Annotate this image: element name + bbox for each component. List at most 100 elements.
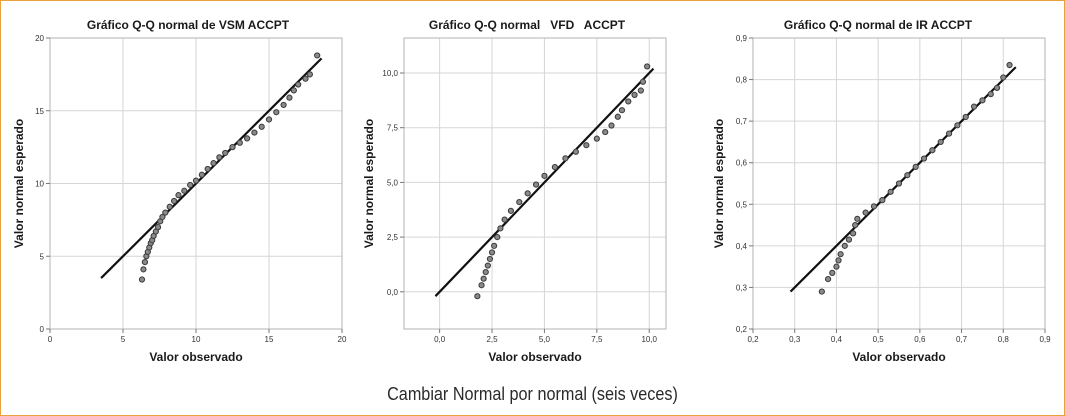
x-tick-label: 0,8: [998, 335, 1010, 344]
data-point: [644, 63, 651, 70]
x-tick-label: 0,9: [1039, 335, 1051, 344]
data-point: [625, 98, 632, 105]
data-point: [852, 221, 859, 229]
x-tick-label: 0: [48, 335, 53, 344]
y-tick-label: 15: [35, 107, 44, 116]
y-tick-label: 5: [40, 252, 45, 261]
plot-area: [403, 37, 667, 330]
data-point: [929, 147, 936, 154]
x-tick-label: 2,5: [486, 335, 498, 344]
qq-plots: 0 5 10 15 20 0 5 10 15 20 Gráfico Q-Q normal de VS…: [12, 18, 1051, 364]
data-point: [192, 177, 200, 184]
x-tick-label: 0,3: [789, 335, 801, 344]
data-point: [870, 203, 878, 210]
chart-title: Gráfico Q-Q normal de IR ACCPT: [784, 18, 973, 32]
data-point: [618, 107, 626, 114]
data-point: [845, 236, 853, 243]
data-point: [286, 94, 293, 101]
data-point: [302, 75, 309, 82]
data-point: [1006, 61, 1013, 69]
data-point: [154, 224, 162, 231]
x-tick-label: 0,4: [831, 335, 843, 344]
data-point: [841, 242, 848, 249]
reference-line: [434, 67, 655, 297]
data-point: [244, 135, 251, 142]
data-point: [138, 276, 146, 283]
y-tick-label: 0,6: [736, 159, 748, 168]
data-point: [829, 269, 836, 276]
reference-line: [100, 57, 323, 279]
data-point: [306, 71, 313, 78]
data-point: [524, 190, 531, 197]
data-point: [572, 148, 579, 155]
x-tick-label: 5: [121, 335, 126, 344]
data-point: [593, 135, 600, 142]
y-tick-label: 0,2: [736, 325, 748, 334]
data-point: [497, 225, 504, 232]
data-point: [482, 269, 489, 276]
y-axis-label: Valor normal esperado: [712, 119, 726, 248]
data-point: [854, 215, 861, 222]
y-tick-label: 0,4: [736, 242, 748, 251]
x-tick-label: 0,5: [873, 335, 885, 344]
data-point: [879, 197, 886, 204]
data-point: [551, 163, 559, 171]
data-point: [204, 165, 211, 173]
data-point: [920, 155, 928, 162]
data-point: [480, 275, 487, 282]
data-point: [484, 262, 491, 269]
data-point: [608, 122, 615, 129]
data-point: [887, 188, 894, 195]
data-point: [171, 197, 178, 205]
data-point: [602, 128, 609, 136]
x-tick-label: 10: [192, 335, 201, 344]
data-point: [295, 81, 302, 88]
data-point: [979, 97, 986, 104]
y-tick-label: 0,7: [736, 117, 748, 126]
data-point: [945, 130, 953, 137]
data-point: [140, 266, 147, 273]
data-point: [507, 207, 514, 214]
data-point: [637, 87, 644, 94]
y-axis-label: Valor normal esperado: [12, 119, 26, 248]
y-tick-label: 10,0: [382, 69, 398, 78]
chart-title: Gráfico Q-Q normal VFD ACCPT: [429, 18, 626, 32]
data-point: [937, 138, 944, 146]
data-point: [837, 251, 844, 258]
data-point: [987, 91, 994, 98]
data-point: [904, 172, 911, 179]
x-tick-label: 15: [265, 335, 274, 344]
x-axis-label: Valor observado: [852, 350, 945, 364]
data-point: [1000, 74, 1007, 81]
x-axis-label: Valor observado: [149, 350, 242, 364]
qq-chart-3: 0,2 0,3 0,4 0,5 0,6 0,7 0,8 0,9 0,2 0,3 0,4 0,5 0,6 0…: [712, 18, 1051, 364]
data-point: [862, 209, 869, 216]
data-point: [970, 103, 978, 110]
data-point: [280, 101, 287, 109]
y-tick-label: 0,0: [387, 288, 399, 297]
data-point: [181, 187, 188, 194]
y-tick-label: 10: [35, 180, 44, 189]
x-tick-label: 20: [338, 335, 347, 344]
y-tick-label: 0: [40, 325, 45, 334]
y-tick-label: 5,0: [387, 178, 399, 187]
x-tick-label: 0,6: [914, 335, 926, 344]
y-tick-label: 2,5: [387, 233, 399, 242]
x-tick-label: 10,0: [641, 335, 657, 344]
qq-chart-2: 0,0 2,5 5,0 7,5 10,0 0,0 2,5 5,0 7,5 10,0 Gráfico …: [362, 18, 667, 364]
data-point: [541, 172, 548, 179]
data-point: [835, 257, 842, 264]
y-tick-label: 20: [35, 34, 44, 43]
data-point: [273, 109, 280, 116]
figure-caption: Cambiar Normal por normal (seis veces): [387, 384, 678, 404]
x-tick-label: 0,7: [956, 335, 968, 344]
data-point: [962, 113, 969, 121]
data-point: [216, 154, 223, 161]
y-tick-label: 0,3: [736, 283, 748, 292]
data-point: [251, 129, 258, 136]
y-tick-label: 0,5: [736, 200, 748, 209]
data-point: [501, 216, 508, 223]
reference-line: [789, 66, 1017, 293]
data-point: [486, 255, 494, 263]
data-point: [516, 198, 523, 206]
